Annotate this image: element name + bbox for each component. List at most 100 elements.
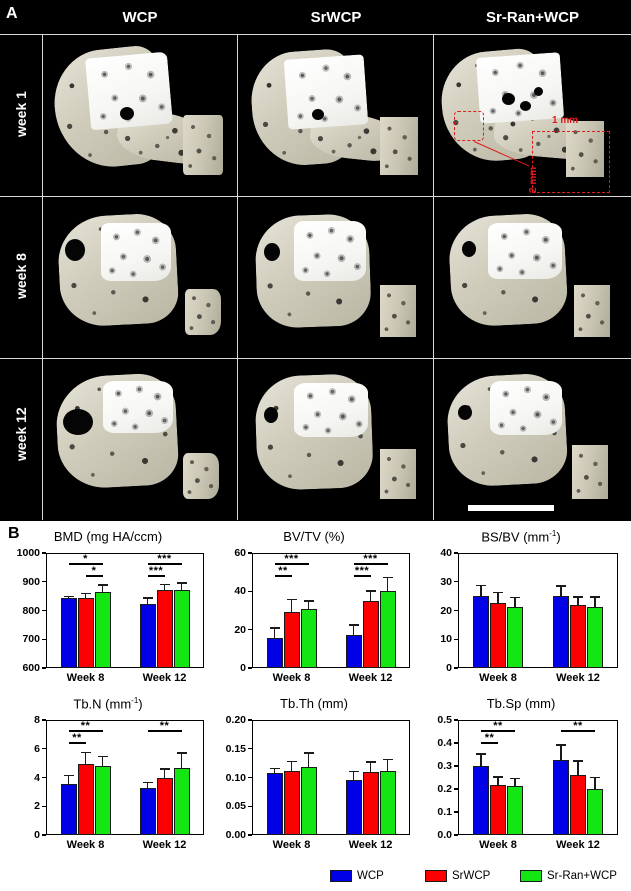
- y-axis-tick-label: 1000: [16, 547, 40, 559]
- error-bar: [146, 597, 149, 604]
- x-axis-tick-label: Week 12: [556, 672, 600, 684]
- error-bar: [101, 755, 104, 766]
- significance-stars: ***: [157, 553, 172, 565]
- panel-a-microct: A WCP SrWCP Sr-Ran+WCP week 1 week 8 wee…: [0, 0, 631, 521]
- bar: [587, 606, 603, 668]
- significance-bracket: [353, 575, 371, 577]
- error-bar: [369, 590, 372, 601]
- error-bar-cap: [476, 584, 486, 587]
- bar: [587, 789, 603, 835]
- legend-color-swatch: [425, 870, 447, 882]
- bar: [553, 596, 569, 668]
- y-axis-tick-mark: [42, 776, 46, 779]
- roi-marker-box: [454, 111, 484, 141]
- y-axis-tick-label: 0.05: [225, 800, 246, 813]
- error-bar-cap: [556, 744, 566, 746]
- y-axis-tick-label: 0.2: [437, 783, 452, 795]
- error-bar-cap: [590, 596, 600, 598]
- significance-bracket: [147, 730, 182, 732]
- error-bar: [577, 596, 579, 606]
- y-axis-tick-mark: [42, 609, 46, 612]
- bar: [379, 771, 396, 835]
- error-bar: [386, 576, 389, 592]
- bar: [173, 589, 190, 668]
- x-axis-tick-label: Week 8: [479, 839, 517, 851]
- y-axis-tick-label: 20: [440, 604, 452, 617]
- x-axis-tick-label: Week 8: [479, 672, 517, 684]
- error-bar: [369, 761, 372, 772]
- panel-a-label: A: [6, 5, 18, 22]
- error-bar: [101, 584, 104, 592]
- y-axis-tick-label: 0.3: [437, 760, 452, 772]
- y-axis-tick-mark: [454, 638, 458, 640]
- grid-line-vertical-2: [237, 34, 238, 520]
- legend-color-swatch: [330, 870, 352, 882]
- chart-bmd: BMD (mg HA/ccm) 600 700 800 900 1000 Week 8 Wee…: [6, 529, 210, 694]
- legend-label: WCP: [357, 870, 384, 882]
- bar: [94, 591, 111, 668]
- y-axis-tick-label: 8: [34, 714, 40, 726]
- y-axis-tick-mark: [454, 552, 458, 554]
- y-axis-tick-label: 40: [234, 585, 246, 598]
- grid-line-horizontal-1: [0, 196, 631, 197]
- y-axis-tick-label: 0.1: [437, 806, 452, 818]
- annotation-width-label: 1 mm: [552, 115, 579, 126]
- error-bar: [594, 777, 596, 789]
- bar: [300, 766, 317, 835]
- y-axis-tick-label: 4: [34, 771, 40, 784]
- x-axis-tick-label: Week 12: [142, 839, 187, 851]
- error-bar: [273, 767, 276, 774]
- error-bar-cap: [142, 781, 153, 784]
- y-axis-tick-label: 800: [22, 604, 40, 617]
- error-bar-cap: [176, 752, 187, 754]
- grid-line-horizontal-2: [0, 358, 631, 359]
- bar: [570, 605, 586, 668]
- y-axis-tick-label: 900: [22, 575, 40, 588]
- error-bar-cap: [510, 596, 520, 599]
- y-axis-tick-label: 6: [34, 742, 40, 755]
- bar: [345, 635, 362, 668]
- y-axis-tick-mark: [42, 552, 46, 554]
- y-axis-tick-mark: [454, 719, 458, 721]
- y-axis-tick-label: 0.4: [437, 737, 452, 749]
- error-bar: [84, 752, 87, 764]
- x-axis-tick-label: Week 8: [272, 672, 311, 684]
- significance-stars: ***: [284, 553, 299, 565]
- bar: [473, 596, 489, 668]
- significance-stars: ***: [148, 565, 164, 577]
- bar: [553, 759, 569, 835]
- y-axis-tick-mark: [454, 834, 458, 836]
- significance-bracket: [147, 575, 165, 577]
- bar: [283, 612, 300, 668]
- error-bar-cap: [176, 582, 187, 584]
- y-axis-tick-mark: [42, 581, 46, 583]
- error-bar: [497, 592, 499, 604]
- bar: [156, 778, 173, 835]
- bar: [379, 591, 396, 668]
- error-bar-cap: [142, 597, 153, 599]
- significance-bracket: [147, 563, 182, 565]
- error-bar-cap: [348, 770, 359, 772]
- bar: [300, 608, 317, 668]
- chart-tbsp: Tb.Sp (mm) 0.0 0.1 0.2 0.3 0.4 0.5 Week 8 Week 1…: [418, 696, 624, 861]
- bar: [570, 775, 586, 835]
- bar: [266, 773, 283, 835]
- y-axis-tick-label: 0.15: [225, 742, 246, 755]
- bar: [77, 763, 94, 835]
- significance-bracket: [85, 575, 103, 577]
- significance-stars: **: [573, 720, 583, 732]
- y-axis-tick-mark: [42, 667, 46, 669]
- legend-color-swatch: [520, 870, 542, 882]
- bar: [94, 766, 111, 835]
- y-axis-tick-label: 0: [240, 662, 246, 674]
- y-axis-tick-mark: [248, 628, 252, 631]
- y-axis-tick-label: 0: [446, 662, 452, 674]
- error-bar: [84, 592, 87, 598]
- y-axis-tick-label: 0.0: [437, 829, 452, 841]
- bar: [283, 770, 300, 835]
- error-bar-cap: [476, 753, 486, 755]
- error-bar: [290, 760, 293, 771]
- chart-title: BMD (mg HA/ccm): [53, 529, 163, 544]
- error-bar-cap: [97, 584, 108, 586]
- row-label-week-12: week 12: [13, 407, 29, 461]
